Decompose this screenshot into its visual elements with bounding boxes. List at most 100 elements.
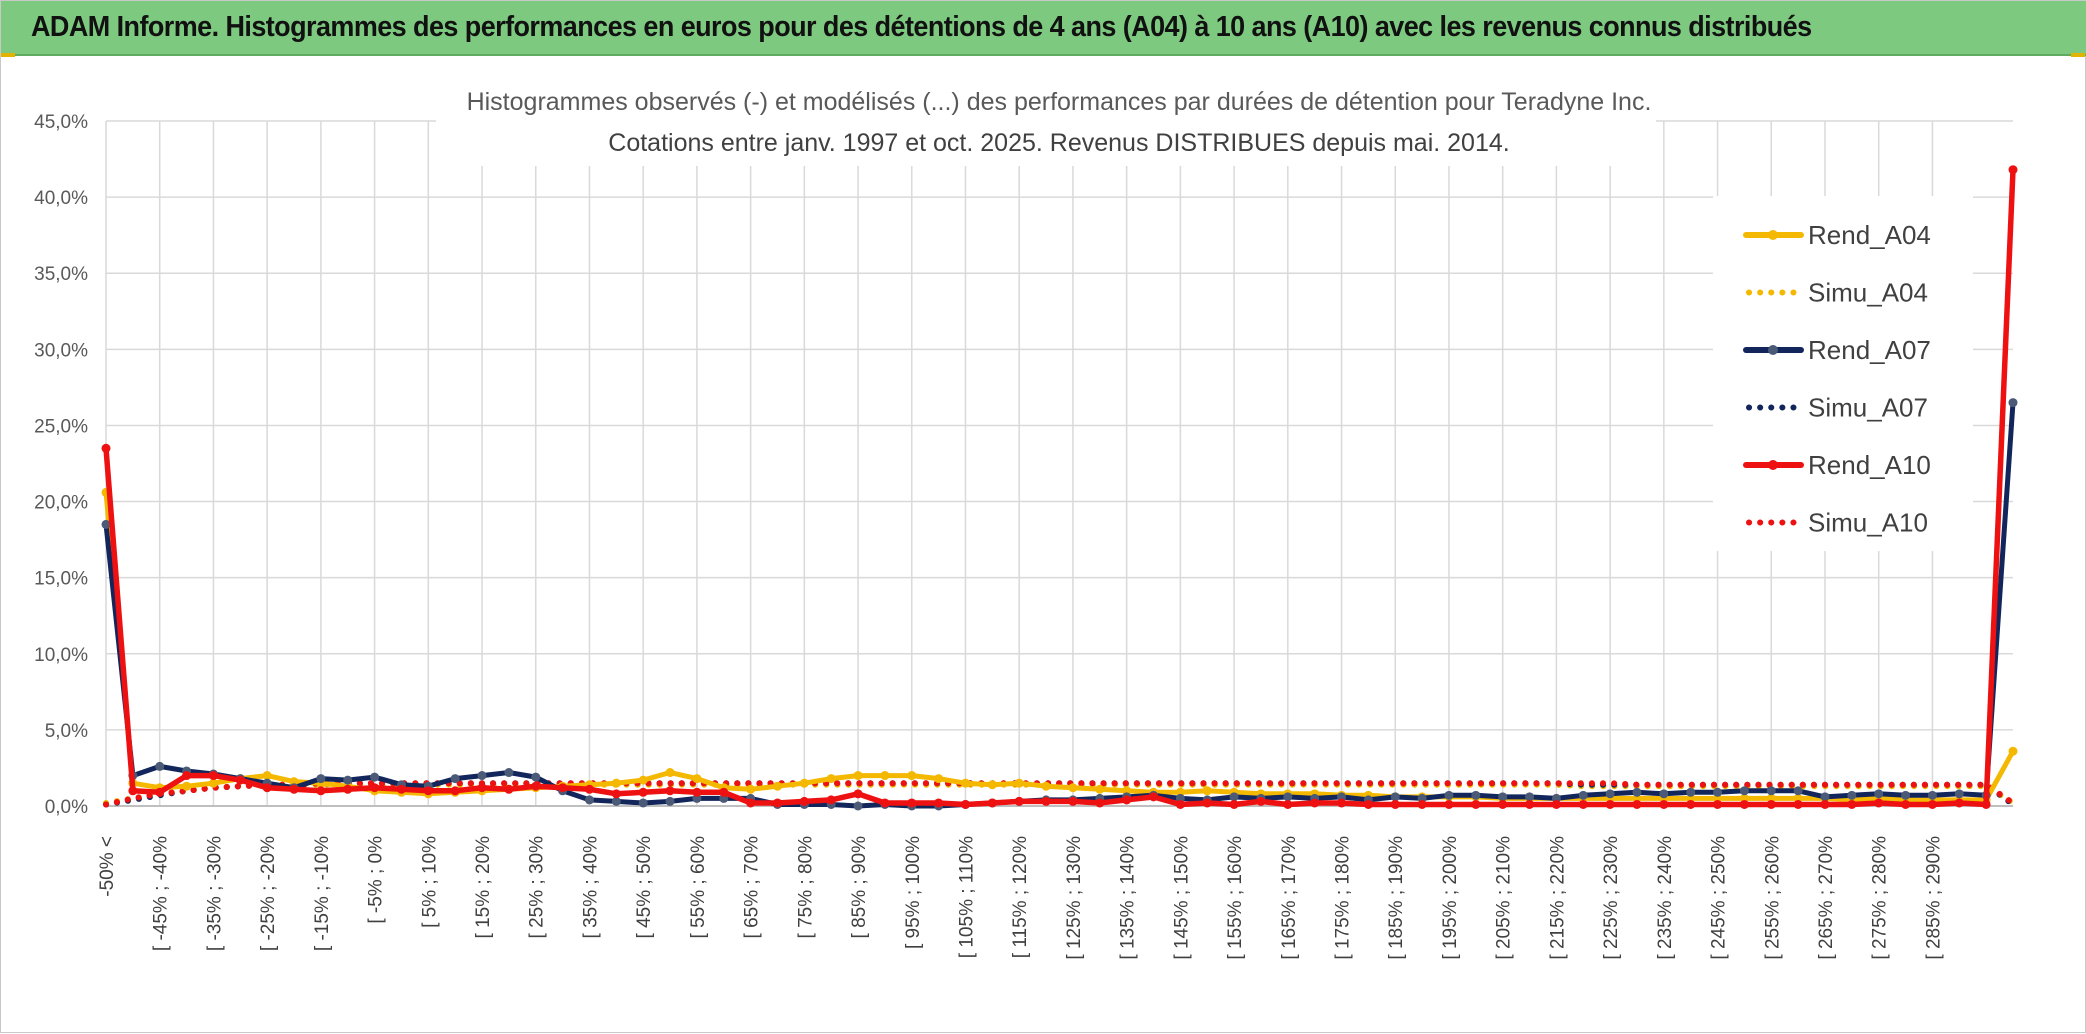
x-tick-label: [ 45% ; 50% <box>634 836 655 939</box>
data-point <box>1632 799 1642 809</box>
data-point <box>262 783 272 793</box>
data-point <box>1713 799 1723 809</box>
data-point <box>987 798 997 808</box>
data-point <box>1820 799 1830 809</box>
data-point <box>1014 796 1024 806</box>
x-tick-label: [ 65% ; 70% <box>742 836 763 939</box>
legend-item: Simu_A04 <box>1746 278 1928 308</box>
data-point <box>1686 787 1696 797</box>
x-tick-label: [ 245% ; 250% <box>1709 836 1730 960</box>
data-point <box>826 774 836 784</box>
data-point <box>1820 792 1830 802</box>
data-point <box>289 784 299 794</box>
chart-title: Histogrammes observés (-) et modélisés (… <box>467 88 1652 116</box>
data-point <box>1283 799 1293 809</box>
data-point <box>1713 787 1723 797</box>
legend-item: Simu_A10 <box>1746 508 1928 538</box>
x-tick-label: [ 155% ; 160% <box>1225 836 1246 960</box>
legend-background <box>1713 196 1973 551</box>
x-tick-label: [ 265% ; 270% <box>1816 836 1837 960</box>
x-tick-label: [ 145% ; 150% <box>1171 836 1192 960</box>
data-point <box>1659 789 1669 799</box>
data-point <box>2008 746 2018 756</box>
data-point <box>1229 799 1239 809</box>
x-tick-label: [ -5% ; 0% <box>366 836 387 924</box>
x-tick-label: [ -45% ; -40% <box>151 836 172 951</box>
data-point <box>960 778 970 788</box>
data-point <box>1793 786 1803 796</box>
data-point <box>1068 796 1078 806</box>
data-point <box>960 799 970 809</box>
data-point <box>1578 790 1588 800</box>
legend-label: Rend_A04 <box>1808 220 1931 250</box>
data-point <box>531 781 541 791</box>
x-tick-label: [ 5% ; 10% <box>419 836 440 928</box>
x-tick-label: [ 15% ; 20% <box>473 836 494 939</box>
x-tick-label: [ -25% ; -20% <box>258 836 279 951</box>
data-point <box>1444 790 1454 800</box>
data-point <box>1847 799 1857 809</box>
legend-label: Simu_A07 <box>1808 393 1928 423</box>
data-point <box>853 801 863 811</box>
data-point <box>638 798 648 808</box>
data-point <box>1229 792 1239 802</box>
data-point <box>1927 790 1937 800</box>
data-point <box>1605 799 1615 809</box>
legend-item: Rend_A04 <box>1743 220 1931 250</box>
data-point <box>1363 799 1373 809</box>
data-point <box>1659 799 1669 809</box>
x-tick-label: [ 125% ; 130% <box>1064 836 1085 960</box>
data-point <box>1498 792 1508 802</box>
data-point <box>208 771 218 781</box>
data-point <box>1632 787 1642 797</box>
data-point <box>155 761 165 771</box>
data-point <box>1766 786 1776 796</box>
data-point <box>477 771 487 781</box>
data-point <box>1014 778 1024 788</box>
data-point <box>987 780 997 790</box>
y-tick-label: 25,0% <box>34 416 88 437</box>
data-point <box>772 798 782 808</box>
data-point <box>101 443 111 453</box>
data-point <box>799 778 809 788</box>
data-point <box>1927 799 1937 809</box>
data-point <box>1847 790 1857 800</box>
x-tick-label: [ 135% ; 140% <box>1118 836 1139 960</box>
data-point <box>1874 789 1884 799</box>
data-point <box>1498 799 1508 809</box>
x-tick-label: [ 165% ; 170% <box>1279 836 1300 960</box>
y-tick-label: 5,0% <box>45 721 88 742</box>
x-tick-label: [ 175% ; 180% <box>1333 836 1354 960</box>
x-tick-label: [ 275% ; 280% <box>1870 836 1891 960</box>
y-tick-label: 45,0% <box>34 112 88 133</box>
data-point <box>1041 796 1051 806</box>
data-point <box>128 786 138 796</box>
data-point <box>504 768 514 778</box>
data-point <box>1390 792 1400 802</box>
data-point <box>2008 165 2018 175</box>
data-point <box>531 772 541 782</box>
data-point <box>719 787 729 797</box>
x-tick-label: [ 215% ; 220% <box>1547 836 1568 960</box>
data-point <box>1417 799 1427 809</box>
data-point <box>1256 796 1266 806</box>
x-tick-label: [ 55% ; 60% <box>688 836 709 939</box>
banner: ADAM Informe. Histogrammes des performan… <box>1 1 2086 56</box>
data-point <box>1954 798 1964 808</box>
data-point <box>665 796 675 806</box>
data-point <box>1041 781 1051 791</box>
data-point <box>584 784 594 794</box>
data-point <box>934 798 944 808</box>
data-point <box>450 786 460 796</box>
data-point <box>907 771 917 781</box>
y-tick-label: 0,0% <box>45 797 88 818</box>
data-point <box>370 772 380 782</box>
data-point <box>772 781 782 791</box>
data-point <box>1149 792 1159 802</box>
series-rend-a10 <box>101 165 2018 809</box>
data-point <box>880 771 890 781</box>
data-point <box>1954 789 1964 799</box>
legend: Rend_A04 Simu_A04 Rend_A07 Simu_A07 Rend_A10… <box>1713 196 1973 551</box>
data-point <box>1981 799 1991 809</box>
